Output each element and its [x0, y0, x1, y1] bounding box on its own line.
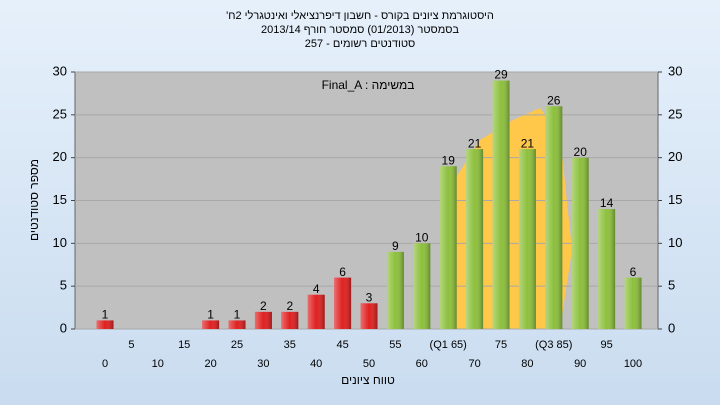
bar-shade: [439, 166, 457, 329]
x-tick-label: 55: [389, 339, 401, 351]
y-tick-label: 0: [60, 320, 67, 335]
bar-shade: [281, 311, 299, 329]
value-label: 6: [630, 265, 637, 279]
value-label: 2: [286, 299, 293, 313]
bar-shade: [571, 157, 589, 329]
value-label: 1: [102, 308, 109, 322]
value-label: 2: [260, 299, 267, 313]
value-label: 10: [415, 231, 429, 245]
value-label: 26: [547, 93, 561, 107]
value-label: 29: [494, 68, 508, 82]
bar-shade: [307, 294, 325, 329]
x-tick-label: 30: [257, 358, 269, 370]
bar-shade: [466, 149, 484, 329]
y2-tick-label: 25: [668, 106, 682, 121]
value-label: 9: [392, 239, 399, 253]
x-tick-label: 80: [521, 358, 533, 370]
bar-shade: [202, 320, 220, 329]
x-tick-label: 95: [600, 339, 612, 351]
annotation: Final_A : במשימה: [322, 78, 415, 92]
x-tick-label: 60: [416, 358, 428, 370]
value-label: 1: [207, 308, 214, 322]
bar-shade: [518, 149, 536, 329]
x-axis-title: טווח ציונים: [341, 373, 395, 387]
x-tick-label: 70: [468, 358, 480, 370]
x-tick-label: 40: [310, 358, 322, 370]
bar-shade: [545, 106, 563, 330]
bar-shade: [386, 251, 404, 329]
y2-tick-label: 5: [668, 278, 675, 293]
bar-shade: [254, 311, 272, 329]
y2-tick-label: 30: [668, 63, 682, 78]
y2-tick-label: 10: [668, 235, 682, 250]
bar-shade: [334, 277, 352, 329]
x-tick-label: 100: [624, 358, 642, 370]
x-tick-label: 25: [231, 339, 243, 351]
y2-tick-label: 0: [668, 320, 675, 335]
value-label: 3: [366, 290, 373, 304]
value-label: 4: [313, 282, 320, 296]
value-label: 21: [521, 136, 535, 150]
x-tick-label: 0: [102, 358, 108, 370]
bar-shade: [360, 303, 378, 329]
x-tick-label: 5: [128, 339, 134, 351]
value-label: 14: [600, 196, 614, 210]
x-tick-label: 20: [204, 358, 216, 370]
y-tick-label: 15: [53, 192, 67, 207]
x-tick-label: 90: [574, 358, 586, 370]
title-line: סטודנטים רשומים - 257: [305, 38, 416, 50]
x-tick-label: 45: [336, 339, 348, 351]
x-tick-label: 15: [178, 339, 190, 351]
x-tick-label: 50: [363, 358, 375, 370]
bar-shade: [598, 209, 616, 329]
y2-tick-label: 20: [668, 149, 682, 164]
value-label: 21: [468, 136, 482, 150]
y-tick-label: 25: [53, 106, 67, 121]
bar-shade: [624, 277, 642, 329]
value-label: 19: [442, 153, 456, 167]
y-tick-label: 20: [53, 149, 67, 164]
y-tick-label: 30: [53, 63, 67, 78]
bar-shade: [413, 243, 431, 329]
y2-tick-label: 15: [668, 192, 682, 207]
x-tick-label: 75: [495, 339, 507, 351]
bar-shade: [492, 80, 510, 329]
x-tick-label: 10: [152, 358, 164, 370]
y-tick-label: 5: [60, 278, 67, 293]
y-axis-title: מספר סטודנטים: [27, 159, 41, 241]
x-tick-label: 35: [284, 339, 296, 351]
value-label: 20: [574, 145, 588, 159]
title-line: בסמסטר (01/2013) סמסטר חורף 2013/14: [261, 24, 459, 36]
y-tick-label: 10: [53, 235, 67, 250]
bar-shade: [228, 320, 246, 329]
bar-shade: [96, 320, 114, 329]
x-tick-label: (Q3 85): [535, 339, 572, 351]
value-label: 6: [339, 265, 346, 279]
value-label: 1: [234, 308, 241, 322]
title-line: 'היסטוגרמת ציונים בקורס - חשבון דיפרנציא…: [226, 9, 494, 22]
x-tick-label: (Q1 65): [430, 339, 467, 351]
